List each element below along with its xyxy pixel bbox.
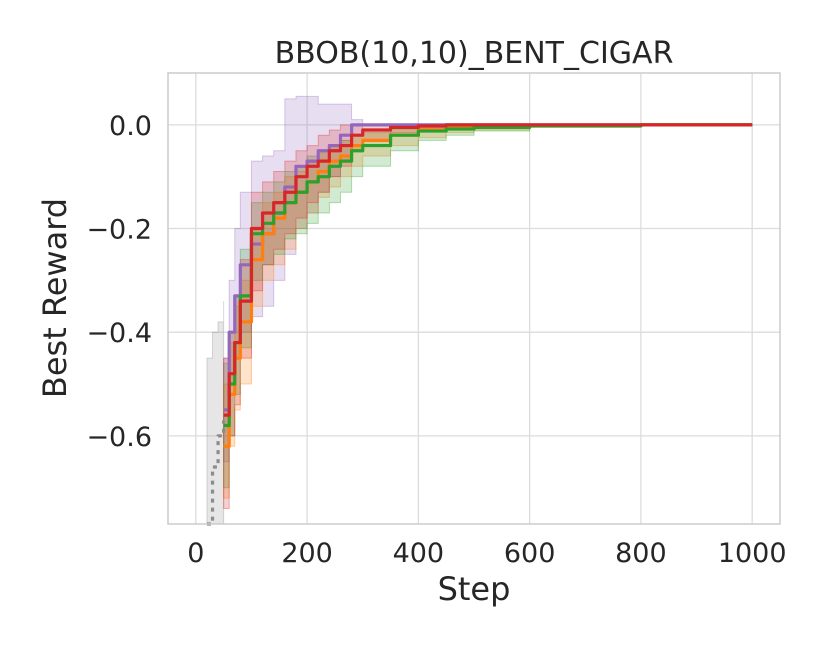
series-line <box>223 123 753 412</box>
chart-title: BBOB(10,10)_BENT_CIGAR <box>275 36 674 71</box>
y-axis-title: Best Reward <box>36 198 74 398</box>
x-axis-title: Step <box>438 570 511 608</box>
y-tick-label: −0.4 <box>86 318 152 349</box>
x-tick-labels: 0 200 400 600 800 1000 <box>187 538 786 569</box>
series-lines <box>206 123 753 526</box>
x-tick-label: 800 <box>615 538 667 569</box>
plot-background <box>168 73 780 524</box>
y-tick-label: 0.0 <box>109 111 152 142</box>
series-line <box>223 123 753 428</box>
x-tick-label: 200 <box>281 538 333 569</box>
x-tick-label: 400 <box>393 538 445 569</box>
y-tick-labels: 0.0 −0.2 −0.4 −0.6 <box>86 111 152 453</box>
x-tick-label: 1000 <box>718 538 787 569</box>
y-tick-label: −0.6 <box>86 422 152 453</box>
x-tick-label: 0 <box>187 538 204 569</box>
plot-frame <box>167 72 781 525</box>
series-line <box>223 123 753 417</box>
x-tick-label: 600 <box>504 538 556 569</box>
y-tick-label: −0.2 <box>86 215 152 246</box>
